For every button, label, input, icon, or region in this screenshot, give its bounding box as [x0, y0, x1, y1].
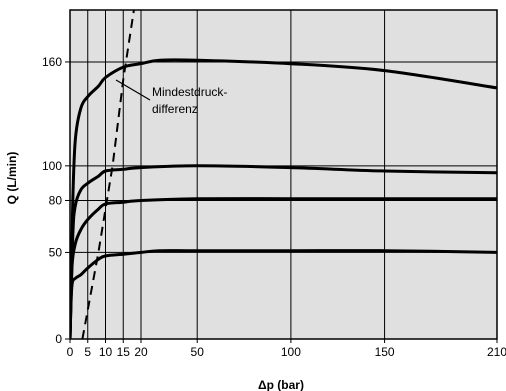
- x-tick-label-5: 5: [84, 345, 91, 359]
- x-axis-label: Δp (bar): [258, 378, 304, 391]
- y-tick-label-50: 50: [49, 245, 63, 259]
- x-tick-label-210: 210: [487, 345, 506, 359]
- annotation-line-2: differenz: [152, 102, 198, 116]
- plot-frame: [69, 9, 498, 340]
- series-curve-1: [70, 58, 497, 339]
- series-curve-4: [70, 249, 497, 339]
- series-curve-2: [70, 164, 497, 339]
- series-layer: [70, 10, 497, 339]
- y-tick-label-80: 80: [49, 193, 63, 207]
- plot-area: [70, 10, 497, 339]
- annotation-line-1: Mindestdruck-: [152, 85, 227, 99]
- annotation-leader-line: [115, 79, 151, 101]
- series-dashed-min-pressure-line: [81, 10, 135, 339]
- x-tick-label-100: 100: [281, 345, 301, 359]
- annotation-layer: Mindestdruck- differenz: [115, 79, 227, 116]
- x-tick-label-20: 20: [134, 345, 148, 359]
- y-axis-label: Q (L/min): [5, 152, 19, 205]
- series-curve-3: [70, 197, 497, 339]
- x-tick-label-150: 150: [375, 345, 395, 359]
- y-tick-label-100: 100: [42, 159, 62, 173]
- x-tick-label-10: 10: [99, 345, 113, 359]
- x-tick-label-15: 15: [117, 345, 131, 359]
- y-tick-label-0: 0: [55, 332, 62, 346]
- x-tick-label-50: 50: [191, 345, 205, 359]
- y-tick-label-160: 160: [42, 55, 62, 69]
- x-tick-label-0: 0: [67, 345, 74, 359]
